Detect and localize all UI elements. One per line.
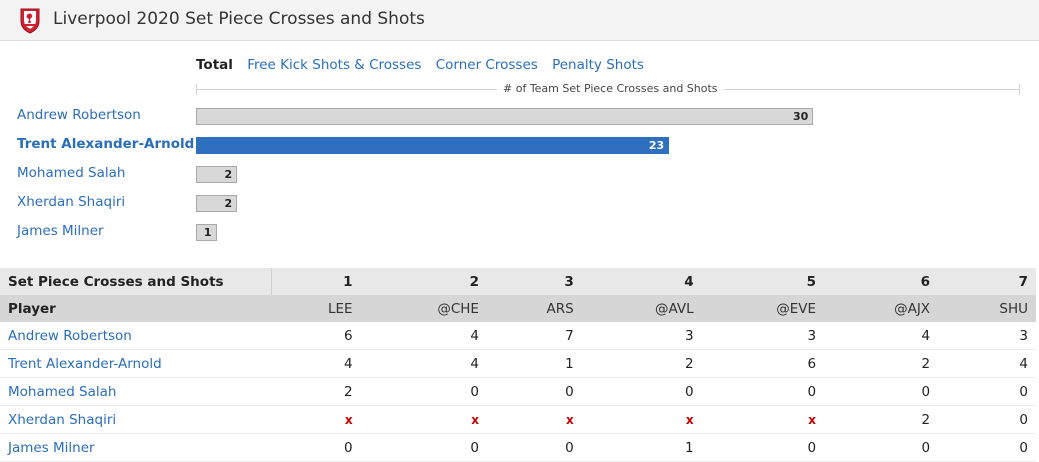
value-cell: 1 — [486, 349, 582, 378]
table-row: James Milner 0 0 0 1 0 0 0 — [0, 433, 1036, 462]
game-number-header: 1 — [271, 268, 361, 295]
value-cell: 0 — [486, 433, 582, 462]
value-cell: 0 — [824, 433, 939, 462]
value-cell: 0 — [360, 377, 487, 406]
table-row: Trent Alexander-Arnold 4 4 1 2 6 2 4 — [0, 349, 1036, 378]
missing-value-cell: x — [271, 405, 361, 434]
value-cell: 7 — [486, 322, 582, 350]
bar-value-label: 30 — [792, 110, 809, 123]
value-cell: 2 — [824, 405, 939, 434]
bar-label[interactable]: Trent Alexander-Arnold — [17, 136, 195, 152]
bar-label[interactable]: Xherdan Shaqiri — [17, 194, 126, 210]
opponent-header: @AJX — [824, 295, 939, 322]
value-cell: 0 — [938, 405, 1036, 434]
player-name-link[interactable]: Andrew Robertson — [0, 322, 272, 350]
bar-value-label: 23 — [648, 139, 665, 152]
player-column-header: Player — [0, 295, 272, 322]
value-cell: 3 — [701, 322, 825, 350]
axis-tick-left — [196, 84, 197, 95]
opponent-header: @CHE — [360, 295, 487, 322]
bar-value-label: 2 — [224, 168, 233, 181]
table-body: Andrew Robertson 6 4 7 3 3 4 3 Trent Alexander-A… — [0, 322, 1036, 462]
value-cell: 4 — [271, 349, 361, 378]
tab-free-kick[interactable]: Free Kick Shots & Crosses — [247, 57, 422, 73]
table-row: Mohamed Salah 2 0 0 0 0 0 0 — [0, 377, 1036, 406]
page-title: Liverpool 2020 Set Piece Crosses and Sho… — [53, 9, 425, 29]
bar[interactable]: 2 — [196, 195, 238, 212]
header-bar: Liverpool 2020 Set Piece Crosses and Sho… — [0, 0, 1039, 41]
value-cell: 0 — [938, 433, 1036, 462]
bar-value-label: 2 — [224, 197, 233, 210]
bar-value-label: 1 — [203, 226, 212, 239]
bar[interactable]: 1 — [196, 224, 217, 241]
opponent-header: SHU — [938, 295, 1036, 322]
value-cell: 0 — [938, 377, 1036, 406]
player-name-link[interactable]: Mohamed Salah — [0, 377, 272, 406]
table-row: Xherdan Shaqiri x x x x x 2 0 — [0, 405, 1036, 434]
game-number-header: 7 — [938, 268, 1036, 295]
player-name-link[interactable]: Xherdan Shaqiri — [0, 405, 272, 434]
table-row: Andrew Robertson 6 4 7 3 3 4 3 — [0, 322, 1036, 350]
player-name-link[interactable]: James Milner — [0, 433, 272, 462]
missing-value-cell: x — [360, 405, 487, 434]
value-cell: 3 — [938, 322, 1036, 350]
opponent-header-row: Player LEE @CHE ARS @AVL @EVE @AJX SHU — [0, 295, 1036, 322]
opponent-header: LEE — [271, 295, 361, 322]
value-cell: 4 — [938, 349, 1036, 378]
game-number-header: 5 — [701, 268, 825, 295]
game-number-header: 2 — [360, 268, 487, 295]
game-number-header: 6 — [824, 268, 939, 295]
value-cell: 0 — [701, 377, 825, 406]
tab-bar: Total Free Kick Shots & Crosses Corner C… — [196, 57, 654, 73]
value-cell: 4 — [360, 349, 487, 378]
table-title: Set Piece Crosses and Shots — [0, 268, 272, 295]
opponent-header: @AVL — [581, 295, 702, 322]
opponent-header: ARS — [486, 295, 582, 322]
value-cell: 2 — [271, 377, 361, 406]
value-cell: 2 — [581, 349, 702, 378]
bar-label[interactable]: Andrew Robertson — [17, 107, 141, 123]
value-cell: 1 — [581, 433, 702, 462]
liverpool-crest-icon — [20, 8, 40, 34]
tab-corner-crosses[interactable]: Corner Crosses — [435, 57, 538, 73]
value-cell: 4 — [360, 322, 487, 350]
value-cell: 0 — [701, 433, 825, 462]
bar-label[interactable]: James Milner — [17, 223, 104, 239]
missing-value-cell: x — [486, 405, 582, 434]
value-cell: 0 — [360, 433, 487, 462]
tab-total[interactable]: Total — [196, 57, 233, 73]
x-axis-label: # of Team Set Piece Crosses and Shots — [497, 82, 724, 95]
game-number-header: 3 — [486, 268, 582, 295]
value-cell: 0 — [581, 377, 702, 406]
game-number-header: 4 — [581, 268, 702, 295]
value-cell: 6 — [271, 322, 361, 350]
value-cell: 4 — [824, 322, 939, 350]
missing-value-cell: x — [701, 405, 825, 434]
value-cell: 6 — [701, 349, 825, 378]
value-cell: 0 — [486, 377, 582, 406]
player-name-link[interactable]: Trent Alexander-Arnold — [0, 349, 272, 378]
tab-penalty-shots[interactable]: Penalty Shots — [552, 57, 644, 73]
axis-tick-right — [1019, 84, 1020, 95]
value-cell: 2 — [824, 349, 939, 378]
missing-value-cell: x — [581, 405, 702, 434]
bar[interactable]: 30 — [196, 108, 814, 125]
value-cell: 0 — [824, 377, 939, 406]
bar[interactable]: 2 — [196, 166, 238, 183]
value-cell: 0 — [271, 433, 361, 462]
value-cell: 3 — [581, 322, 702, 350]
bar[interactable]: 23 — [196, 137, 670, 154]
opponent-header: @EVE — [701, 295, 825, 322]
bar-label[interactable]: Mohamed Salah — [17, 165, 126, 181]
